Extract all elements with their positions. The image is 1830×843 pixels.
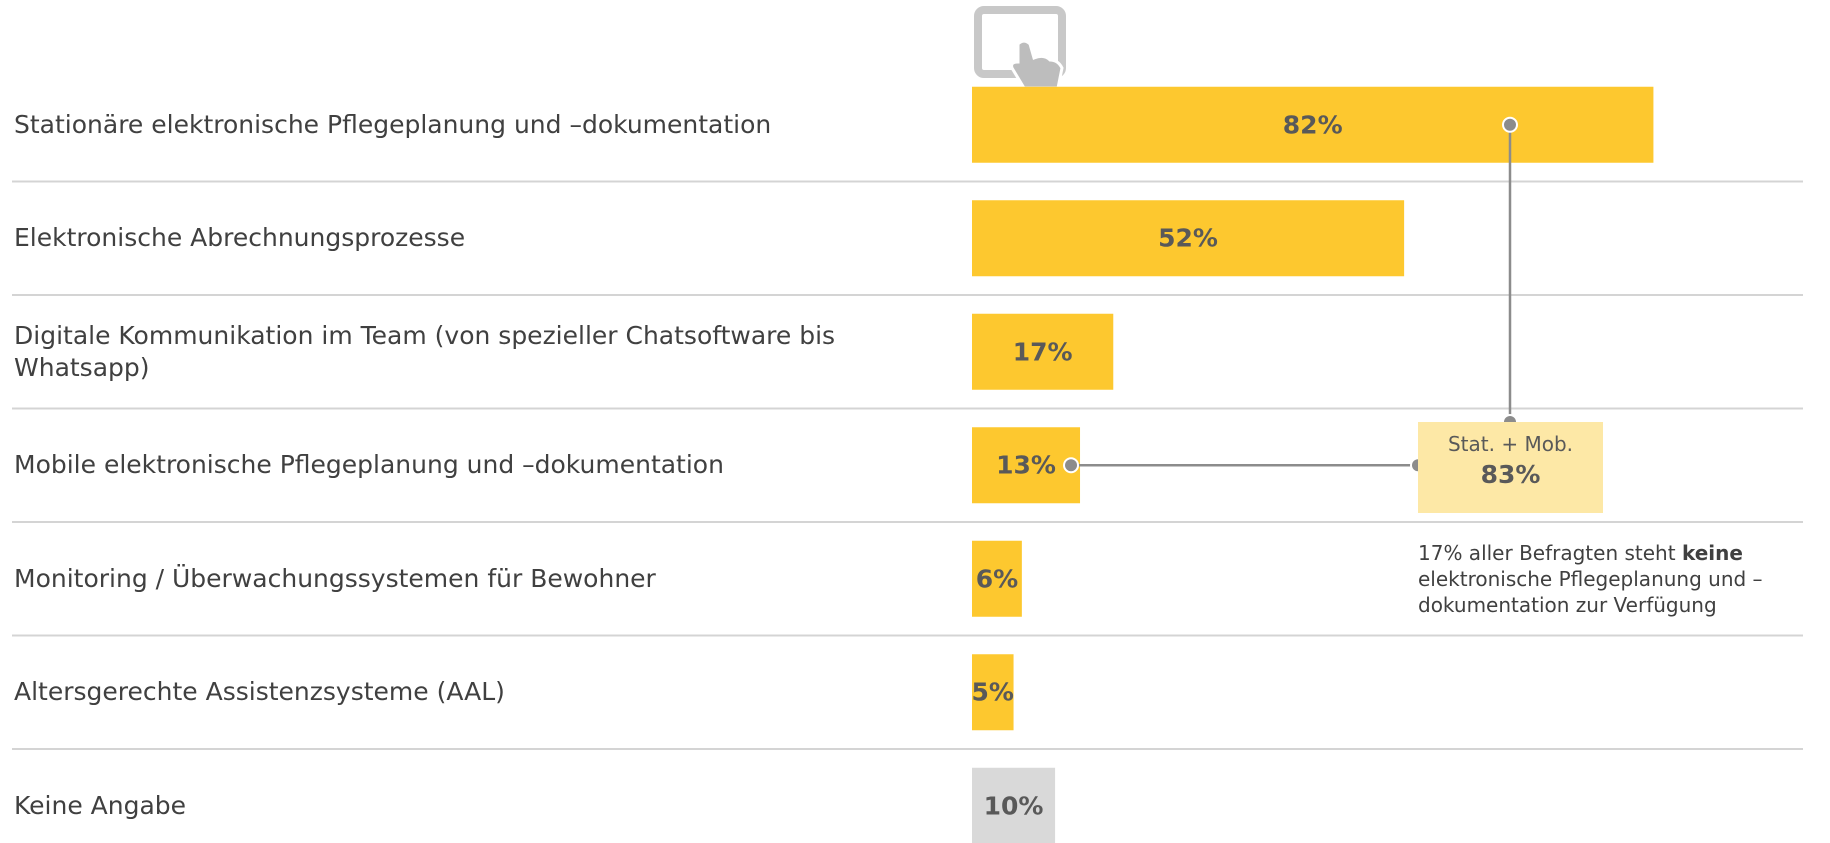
value-label: 17% — [1012, 337, 1073, 367]
bar — [972, 767, 1056, 843]
connector-dot — [1063, 457, 1080, 474]
note-text: 17% aller Befragten steht — [1418, 541, 1682, 565]
category-label: Digitale Kommunikation im Team (von spez… — [14, 320, 836, 382]
bar — [972, 313, 1114, 390]
tablet-icon — [974, 6, 1066, 90]
category-label: Mobile elektronische Pflegeplanung und –… — [14, 450, 724, 480]
category-label: Keine Angabe — [14, 790, 187, 820]
category-label: Monitoring / Überwachungssystemen für Be… — [14, 563, 656, 593]
value-label: 13% — [996, 450, 1056, 480]
bar — [972, 540, 1022, 617]
value-label: 6% — [975, 564, 1019, 594]
connector-dot — [1502, 116, 1518, 133]
bar — [972, 427, 1081, 504]
value-label: 5% — [971, 677, 1014, 707]
bar — [972, 86, 1654, 163]
callout-title: Stat. + Mob. — [1447, 432, 1573, 456]
bar — [972, 654, 1014, 731]
callout: Stat. + Mob. 83% — [1418, 422, 1603, 513]
note-text: elektronische Pflegeplanung und –dokumen… — [1418, 567, 1763, 617]
value-label: 82% — [1282, 110, 1343, 140]
category-label: Elektronische Abrechnungsprozesse — [14, 223, 466, 253]
note-bold: keine — [1681, 541, 1743, 565]
category-label: Altersgerechte Assistenzsysteme (AAL) — [14, 677, 505, 707]
category-label: Stationäre elektronische Pflegeplanung u… — [14, 109, 772, 139]
value-label: 52% — [1158, 223, 1218, 253]
bar — [972, 200, 1405, 277]
value-label: 10% — [983, 791, 1044, 821]
note: 17% aller Befragten steht keine elektron… — [1418, 540, 1828, 618]
callout-value: 83% — [1480, 460, 1541, 489]
